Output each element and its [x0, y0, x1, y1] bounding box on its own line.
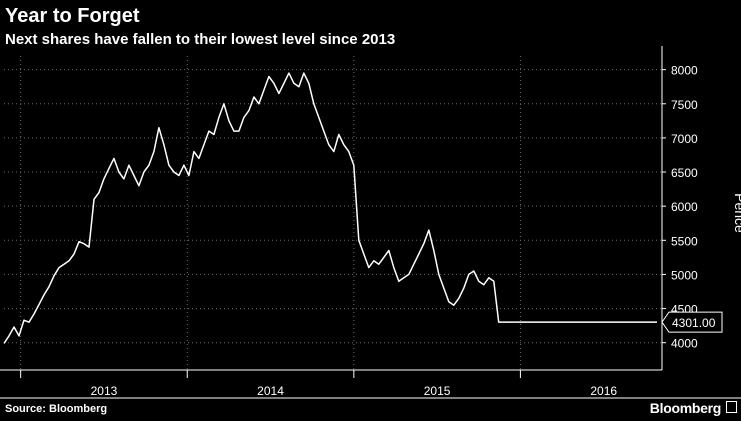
- y-tick-label: 6000: [671, 200, 698, 214]
- last-value-label: 4301.00: [672, 316, 716, 330]
- brand-logo: Bloomberg: [649, 400, 722, 416]
- last-value-box: [661, 311, 723, 333]
- x-tick-label: 2013: [91, 384, 118, 398]
- y-tick-label: 4000: [671, 337, 698, 351]
- y-tick-label: 7000: [671, 132, 698, 146]
- series-line: [3, 72, 657, 344]
- chart-title: Year to Forget: [5, 5, 140, 27]
- y-tick-label: 5000: [671, 268, 698, 282]
- chart-subtitle: Next shares have fallen to their lowest …: [5, 31, 396, 48]
- y-tick-label: 7500: [671, 98, 698, 112]
- y-tick-label: 6500: [671, 166, 698, 180]
- x-tick-label: 2014: [257, 384, 284, 398]
- y-tick-label: 8000: [671, 64, 698, 78]
- y-axis-label: Pence: [732, 193, 741, 233]
- y-tick-label: 5500: [671, 234, 698, 248]
- x-tick-label: 2015: [424, 384, 451, 398]
- x-tick-label: 2016: [590, 384, 617, 398]
- brand-mark-icon: [726, 401, 737, 413]
- source-note: Source: Bloomberg: [5, 403, 108, 415]
